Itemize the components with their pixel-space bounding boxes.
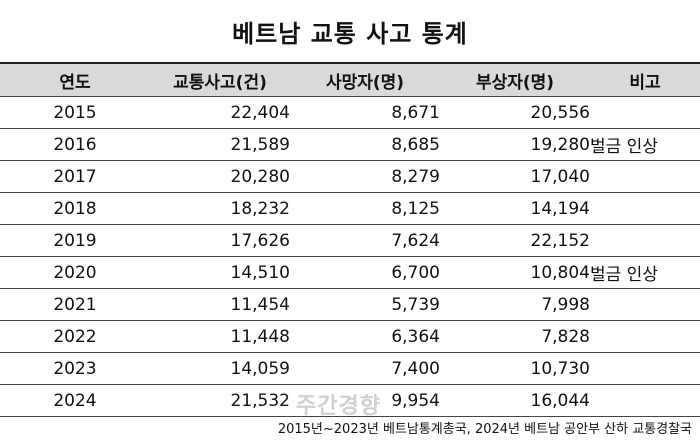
cell-note [590, 96, 700, 129]
cell-deaths: 8,685 [290, 128, 440, 161]
cell-year: 2015 [0, 96, 150, 129]
header-injuries: 부상자(명) [440, 62, 590, 97]
traffic-accident-table: 연도 교통사고(건) 사망자(명) 부상자(명) 비고 2015 22,404 … [0, 62, 700, 417]
cell-accidents: 14,510 [150, 256, 290, 289]
cell-injuries: 20,556 [440, 96, 590, 129]
table-row: 2020 14,510 6,700 10,804 벌금 인상 [0, 256, 700, 289]
table-row: 2017 20,280 8,279 17,040 [0, 160, 700, 193]
header-deaths: 사망자(명) [290, 62, 440, 97]
header-year: 연도 [0, 62, 150, 97]
table-row: 2019 17,626 7,624 22,152 [0, 224, 700, 257]
table-row: 2016 21,589 8,685 19,280 벌금 인상 [0, 128, 700, 161]
cell-accidents: 11,448 [150, 320, 290, 353]
cell-injuries: 7,828 [440, 320, 590, 353]
cell-accidents: 20,280 [150, 160, 290, 193]
cell-note [590, 160, 700, 193]
cell-accidents: 14,059 [150, 352, 290, 385]
cell-year: 2016 [0, 128, 150, 161]
cell-deaths: 8,671 [290, 96, 440, 129]
cell-accidents: 21,532 [150, 384, 290, 417]
header-note: 비고 [590, 62, 700, 97]
cell-accidents: 21,589 [150, 128, 290, 161]
table-title: 베트남 교통 사고 통계 [232, 19, 468, 48]
cell-deaths: 7,624 [290, 224, 440, 257]
cell-year: 2022 [0, 320, 150, 353]
cell-note: 벌금 인상 [590, 256, 700, 289]
cell-injuries: 22,152 [440, 224, 590, 257]
cell-injuries: 17,040 [440, 160, 590, 193]
cell-year: 2017 [0, 160, 150, 193]
cell-deaths: 6,364 [290, 320, 440, 353]
header-accidents: 교통사고(건) [150, 62, 290, 97]
cell-deaths: 8,279 [290, 160, 440, 193]
cell-deaths: 8,125 [290, 192, 440, 225]
table-row: 2022 11,448 6,364 7,828 [0, 320, 700, 353]
cell-year: 2019 [0, 224, 150, 257]
table-row: 2015 22,404 8,671 20,556 [0, 96, 700, 129]
cell-deaths: 9,954 [290, 384, 440, 417]
cell-deaths: 7,400 [290, 352, 440, 385]
cell-injuries: 14,194 [440, 192, 590, 225]
cell-accidents: 17,626 [150, 224, 290, 257]
cell-note [590, 384, 700, 417]
watermark-logo: 주간경향 [296, 394, 381, 419]
source-note: 2015년~2023년 베트남통계총국, 2024년 베트남 공안부 산하 교통… [277, 422, 692, 437]
cell-year: 2024 [0, 384, 150, 417]
cell-note [590, 224, 700, 257]
table-row: 2024 21,532 9,954 16,044 [0, 384, 700, 417]
cell-accidents: 18,232 [150, 192, 290, 225]
cell-year: 2020 [0, 256, 150, 289]
table-row: 2018 18,232 8,125 14,194 [0, 192, 700, 225]
cell-note [590, 192, 700, 225]
cell-note [590, 288, 700, 321]
cell-injuries: 7,998 [440, 288, 590, 321]
cell-accidents: 22,404 [150, 96, 290, 129]
header-row: 연도 교통사고(건) 사망자(명) 부상자(명) 비고 [0, 62, 700, 97]
cell-injuries: 19,280 [440, 128, 590, 161]
cell-note: 벌금 인상 [590, 128, 700, 161]
cell-year: 2018 [0, 192, 150, 225]
cell-accidents: 11,454 [150, 288, 290, 321]
table-row: 2021 11,454 5,739 7,998 [0, 288, 700, 321]
cell-note [590, 320, 700, 353]
cell-injuries: 10,730 [440, 352, 590, 385]
cell-injuries: 10,804 [440, 256, 590, 289]
cell-note [590, 352, 700, 385]
cell-year: 2021 [0, 288, 150, 321]
table-row: 2023 14,059 7,400 10,730 [0, 352, 700, 385]
cell-deaths: 6,700 [290, 256, 440, 289]
cell-deaths: 5,739 [290, 288, 440, 321]
cell-injuries: 16,044 [440, 384, 590, 417]
cell-year: 2023 [0, 352, 150, 385]
